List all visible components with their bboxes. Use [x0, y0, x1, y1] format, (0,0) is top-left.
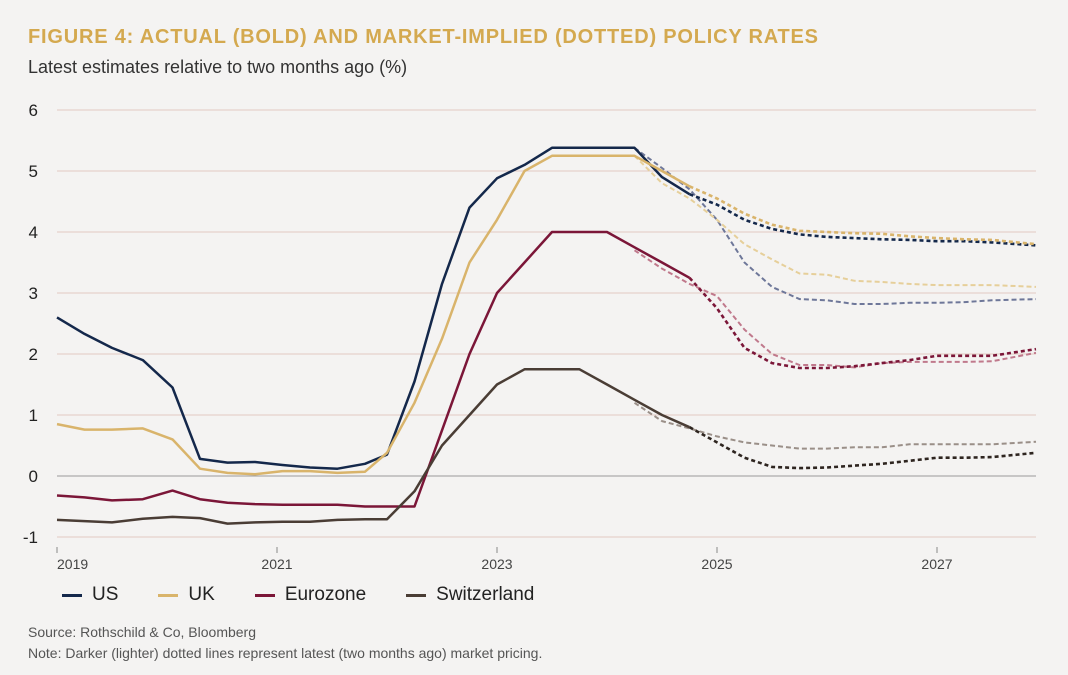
legend-label-eurozone: Eurozone [284, 584, 367, 605]
legend-item-switzerland: Switzerland [406, 584, 534, 606]
legend-swatch-uk [158, 593, 179, 597]
series-line-us [56, 146, 691, 470]
series-line-eurozone-two-months-ago [633, 249, 1037, 369]
legend-label-switzerland: Switzerland [436, 584, 535, 605]
chart-legend: US UK Eurozone Switzerland [62, 584, 574, 606]
y-tick-label: 1 [29, 406, 38, 425]
series-line-switzerland [56, 368, 691, 525]
legend-item-us: US [62, 584, 118, 606]
x-tick-label: 2023 [481, 556, 512, 572]
chart-subtitle: Latest estimates relative to two months … [28, 57, 408, 77]
footnote: Note: Darker (lighter) dotted lines repr… [28, 645, 543, 661]
x-tick-label: 2027 [921, 556, 952, 572]
legend-swatch-us [62, 593, 82, 597]
line-chart: -1 0 1 2 3 4 5 6 2019 2021 2023 2025 2027 [23, 101, 1037, 572]
source-note: Source: Rothschild & Co, Bloomberg [28, 624, 256, 640]
y-tick-label: 4 [29, 223, 38, 242]
y-tick-label: 3 [29, 284, 38, 303]
y-tick-label: 6 [29, 101, 38, 120]
series-line-switzerland-two-months-ago [633, 401, 1037, 450]
chart-title: FIGURE 4: ACTUAL (BOLD) AND MARKET-IMPLI… [28, 26, 819, 48]
x-tick-label: 2021 [261, 556, 292, 572]
series-line-us-two-months-ago [633, 146, 1037, 305]
legend-swatch-switzerland [406, 593, 427, 597]
y-tick-label: 5 [29, 162, 38, 181]
series-line-eurozone [56, 230, 691, 508]
series-line-uk-two-months-ago [633, 155, 1037, 288]
x-tick-label: 2019 [57, 556, 88, 572]
y-tick-label: 2 [29, 345, 38, 364]
series-line-eurozone-latest [688, 276, 1037, 370]
legend-label-us: US [92, 584, 119, 605]
y-tick-label: -1 [23, 528, 38, 547]
x-tick-label: 2025 [701, 556, 732, 572]
legend-swatch-eurozone [254, 593, 275, 597]
y-tick-label: 0 [29, 467, 38, 486]
series-line-uk-latest [688, 185, 1037, 246]
legend-item-eurozone: Eurozone [254, 584, 367, 606]
series-line-uk [56, 154, 691, 476]
series-line-us-latest [689, 192, 1037, 247]
legend-item-uk: UK [158, 584, 215, 606]
legend-label-uk: UK [188, 584, 215, 605]
